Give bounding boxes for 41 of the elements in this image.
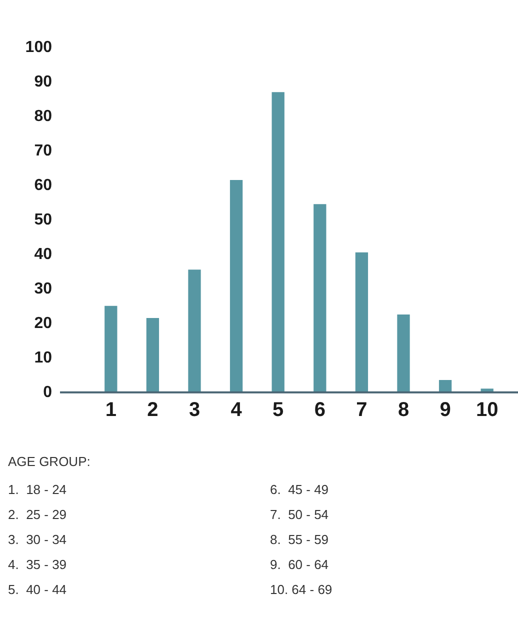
x-tick-label: 1 (105, 398, 116, 421)
text: 4. 35 - 39 (8, 557, 67, 572)
bar (230, 180, 243, 392)
y-tick-label: 0 (43, 384, 52, 401)
text: 2. 25 - 29 (8, 507, 67, 522)
bar (272, 92, 284, 392)
y-tick-label: 10 (34, 349, 52, 366)
y-tick-label: 60 (34, 176, 52, 194)
x-tick-label: 8 (398, 398, 410, 421)
x-tick-label: 7 (356, 398, 368, 421)
text: 10. 64 - 69 (270, 582, 332, 597)
y-tick-label: 90 (34, 73, 52, 90)
text: 8. 55 - 59 (270, 532, 329, 547)
text: AGE GROUP: (8, 454, 90, 469)
text: 9. 60 - 64 (270, 557, 329, 572)
text: 3. 30 - 34 (8, 532, 67, 547)
bar (397, 314, 410, 392)
x-tick-label: 2 (147, 398, 158, 421)
y-tick-label: 50 (34, 211, 52, 228)
x-tick-label: 4 (230, 398, 243, 421)
y-tick-label: 80 (34, 108, 52, 125)
text: 5. 40 - 44 (8, 582, 67, 597)
y-tick-label: 40 (34, 246, 52, 263)
x-tick-label: 5 (272, 398, 284, 421)
bar (188, 270, 201, 392)
x-tick-label: 3 (188, 398, 200, 421)
text: 1. 18 - 24 (8, 482, 67, 497)
bar (146, 318, 160, 392)
bar (438, 380, 452, 392)
text: 6. 45 - 49 (270, 482, 329, 497)
y-tick-label: 20 (34, 314, 52, 332)
y-tick-label: 30 (34, 280, 52, 298)
x-tick-label: 9 (440, 398, 451, 421)
bar (314, 204, 326, 392)
y-tick-label: 70 (34, 142, 52, 160)
text: 7. 50 - 54 (270, 507, 329, 522)
x-tick-label: 10 (476, 398, 498, 421)
bar (104, 306, 118, 392)
bar (355, 252, 368, 392)
y-tick-label: 100 (25, 39, 52, 56)
x-tick-label: 6 (314, 398, 326, 421)
